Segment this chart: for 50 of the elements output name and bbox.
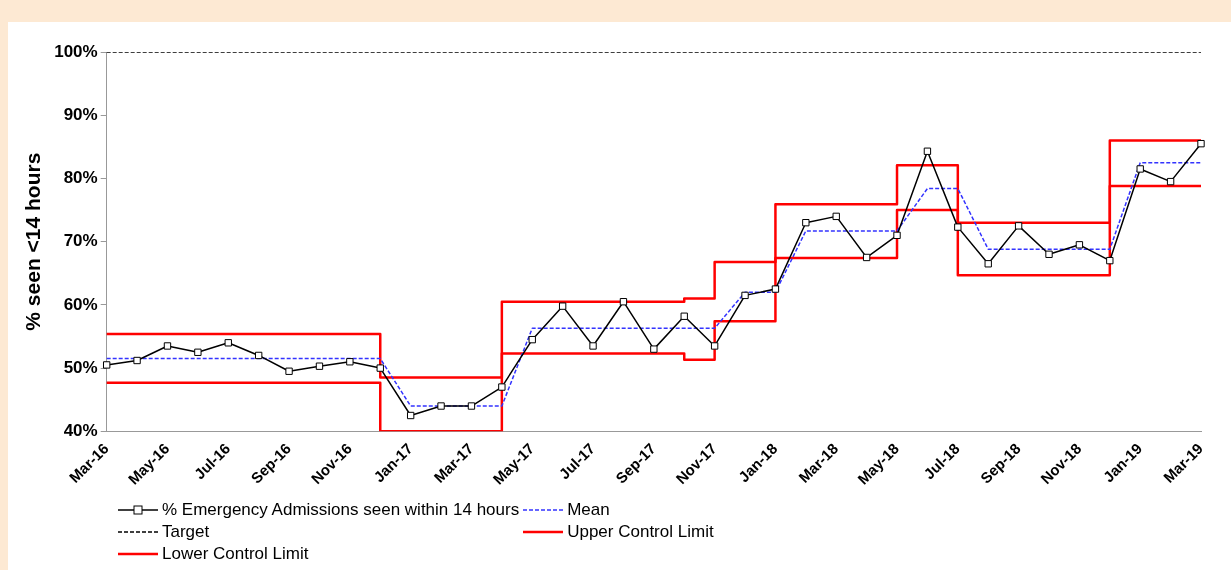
point	[650, 345, 658, 353]
y-tick-label: 80%	[63, 168, 98, 188]
legend-label: % Emergency Admissions seen within 14 hours	[162, 500, 520, 520]
y-tick-label: 70%	[63, 231, 98, 251]
y-axis-title: % seen <14 hours	[21, 152, 45, 331]
point	[1075, 241, 1084, 249]
y-tick-label: 90%	[63, 104, 98, 124]
y-tick-label: 50%	[63, 357, 98, 377]
point	[923, 147, 932, 155]
point	[406, 411, 415, 420]
legend-label: Target	[162, 522, 210, 542]
point	[558, 302, 567, 310]
point	[1106, 256, 1114, 265]
point	[954, 223, 962, 231]
point	[771, 285, 780, 293]
point	[254, 351, 263, 360]
point	[224, 339, 232, 347]
point	[741, 291, 749, 300]
point	[346, 358, 354, 366]
point	[103, 361, 111, 369]
point	[194, 348, 202, 356]
point	[1197, 139, 1205, 148]
point	[832, 212, 840, 221]
point	[680, 312, 688, 320]
point	[862, 253, 871, 262]
point	[619, 298, 628, 306]
point	[133, 356, 141, 365]
point	[376, 364, 384, 372]
point	[893, 231, 901, 240]
point	[1045, 250, 1053, 258]
point	[710, 342, 719, 350]
legend-label: Mean	[567, 500, 610, 520]
point	[802, 219, 810, 227]
point	[984, 260, 992, 268]
point	[528, 335, 536, 344]
point	[498, 383, 506, 391]
point	[163, 342, 172, 350]
point	[1136, 165, 1144, 173]
y-tick-label: 100%	[54, 41, 98, 61]
point	[1014, 222, 1023, 230]
point	[285, 367, 293, 375]
point	[467, 402, 476, 410]
y-tick-label: 40%	[63, 421, 98, 440]
point	[437, 402, 445, 410]
legend-label: Upper Control Limit	[567, 522, 714, 542]
legend-label: Lower Control Limit	[162, 544, 309, 564]
point	[589, 342, 597, 350]
point	[1166, 177, 1175, 186]
y-tick-label: 60%	[63, 294, 98, 314]
point	[315, 362, 324, 370]
